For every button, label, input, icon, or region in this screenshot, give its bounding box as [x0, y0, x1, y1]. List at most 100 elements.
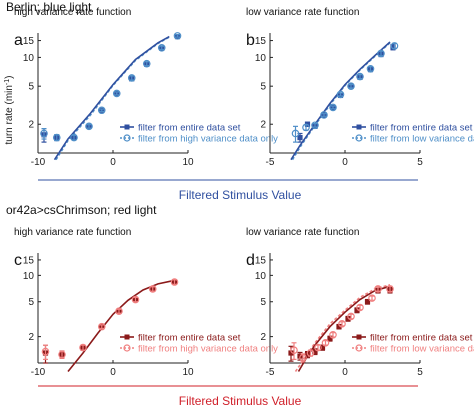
legend-label: filter from entire data set: [138, 333, 241, 344]
fit-line-solid: [67, 279, 174, 373]
data-point-square: [354, 307, 360, 313]
data-point-circle: [85, 122, 93, 131]
section-title-top: Berlin; blue light: [6, 0, 92, 14]
legend-label: filter from entire data set: [370, 333, 473, 344]
legend-marker-square: [356, 334, 362, 340]
legend-label: filter from low variance data only: [370, 344, 474, 355]
data-point-circle: [127, 74, 136, 82]
y-tick-label: 5: [260, 297, 266, 308]
panel-title: high variance rate function: [14, 227, 131, 238]
data-point-circle: [97, 106, 106, 115]
y-tick-label: 15: [255, 36, 267, 47]
data-point-circle: [329, 103, 337, 112]
data-point-circle: [97, 322, 106, 331]
data-point-circle: [131, 295, 140, 304]
data-point-square: [390, 44, 396, 50]
x-tick-label: 10: [182, 367, 194, 378]
y-axis-label-main: turn rate (min: [4, 85, 15, 144]
legend-label: filter from entire data set: [370, 123, 473, 134]
y-tick-label: 10: [23, 271, 35, 282]
y-axis-label-tail: ): [4, 75, 15, 78]
panel-title: low variance rate function: [246, 227, 359, 238]
legend-label: filter from high variance data only: [138, 134, 278, 145]
x-axis-label-bottom: Filtered Stimulus Value: [179, 394, 302, 408]
legend-label: filter from low variance data only: [370, 134, 474, 145]
data-point-circle: [306, 349, 315, 357]
y-tick-label: 10: [255, 271, 267, 282]
legend-marker-square: [124, 124, 130, 130]
panel-c: high variance rate function c 2 5 10 15 -10 0 10…: [14, 227, 278, 378]
panel-letter: a: [14, 32, 23, 49]
data-point-circle: [115, 307, 123, 316]
y-tick-label: 5: [260, 82, 266, 93]
data-point-square: [319, 344, 326, 351]
y-tick-label: 15: [255, 255, 267, 266]
x-tick-label: 0: [110, 157, 116, 168]
data-point-circle: [170, 278, 179, 286]
data-point-circle: [148, 285, 157, 293]
panel-title: low variance rate function: [246, 7, 359, 18]
y-tick-label: 10: [23, 53, 35, 64]
legend-marker-circle: [355, 344, 363, 352]
data-point-circle: [377, 49, 385, 58]
x-axis-label-top: Filtered Stimulus Value: [179, 188, 302, 202]
x-tick-label: -5: [266, 367, 275, 378]
data-point-circle: [52, 133, 61, 142]
y-tick-label: 15: [23, 255, 35, 266]
data-point-circle: [338, 320, 346, 328]
fit-line-solid: [297, 285, 391, 372]
data-point-square: [297, 134, 303, 141]
fit-line-solid: [53, 35, 170, 161]
x-tick-label: 0: [110, 367, 116, 378]
y-tick-label: 2: [28, 120, 34, 131]
data-point-circle: [368, 294, 376, 302]
panel-letter: c: [14, 252, 22, 269]
data-point-circle: [390, 42, 399, 50]
y-axis-label-sup: -1: [4, 79, 11, 85]
data-point-circle: [112, 89, 121, 98]
data-point-circle: [291, 129, 300, 138]
x-tick-label: 0: [342, 157, 348, 168]
panel-d: low variance rate function d 2 5 10 15 -5 0 5 fil…: [246, 227, 474, 378]
legend-label: filter from high variance data only: [138, 344, 278, 355]
data-point-circle: [329, 330, 337, 339]
data-point-circle: [347, 312, 355, 321]
data-point-circle: [314, 343, 322, 352]
data-point-circle: [299, 353, 307, 362]
data-point-circle: [157, 44, 166, 52]
data-point-circle: [173, 32, 182, 40]
x-tick-label: 0: [342, 367, 348, 378]
legend-label: filter from entire data set: [138, 123, 241, 134]
data-point-circle: [347, 82, 355, 90]
data-point-circle: [302, 123, 310, 132]
y-tick-label: 2: [260, 332, 266, 343]
panel-title: high variance rate function: [14, 7, 131, 18]
section-title-bottom: or42a>csChrimson; red light: [6, 203, 157, 217]
y-tick-label: 5: [28, 297, 34, 308]
data-point-circle: [311, 121, 319, 130]
legend-marker-circle: [355, 134, 363, 142]
legend-marker-circle: [123, 344, 131, 352]
y-axis-label: turn rate (min-1): [4, 75, 16, 144]
y-tick-label: 2: [28, 332, 34, 343]
data-point-square: [288, 350, 294, 356]
data-point-square: [327, 335, 333, 342]
x-tick-label: 10: [182, 157, 194, 168]
data-point-circle: [321, 339, 330, 347]
x-tick-label: -10: [31, 157, 46, 168]
panel-b: low variance rate function b 2 5 10 15 -5 0 5 fil…: [246, 7, 474, 168]
x-tick-label: 5: [417, 367, 423, 378]
data-point-circle: [336, 90, 345, 99]
data-point-circle: [79, 343, 87, 352]
data-point-circle: [356, 303, 364, 312]
data-point-square: [312, 348, 318, 355]
data-point-square: [336, 324, 342, 330]
data-point-circle: [40, 129, 48, 138]
y-tick-label: 2: [260, 120, 266, 131]
legend-marker-square: [124, 334, 130, 340]
data-point-circle: [320, 111, 328, 119]
legend-marker-circle: [123, 134, 131, 142]
x-tick-label: -10: [31, 367, 46, 378]
y-tick-label: 10: [255, 53, 267, 64]
